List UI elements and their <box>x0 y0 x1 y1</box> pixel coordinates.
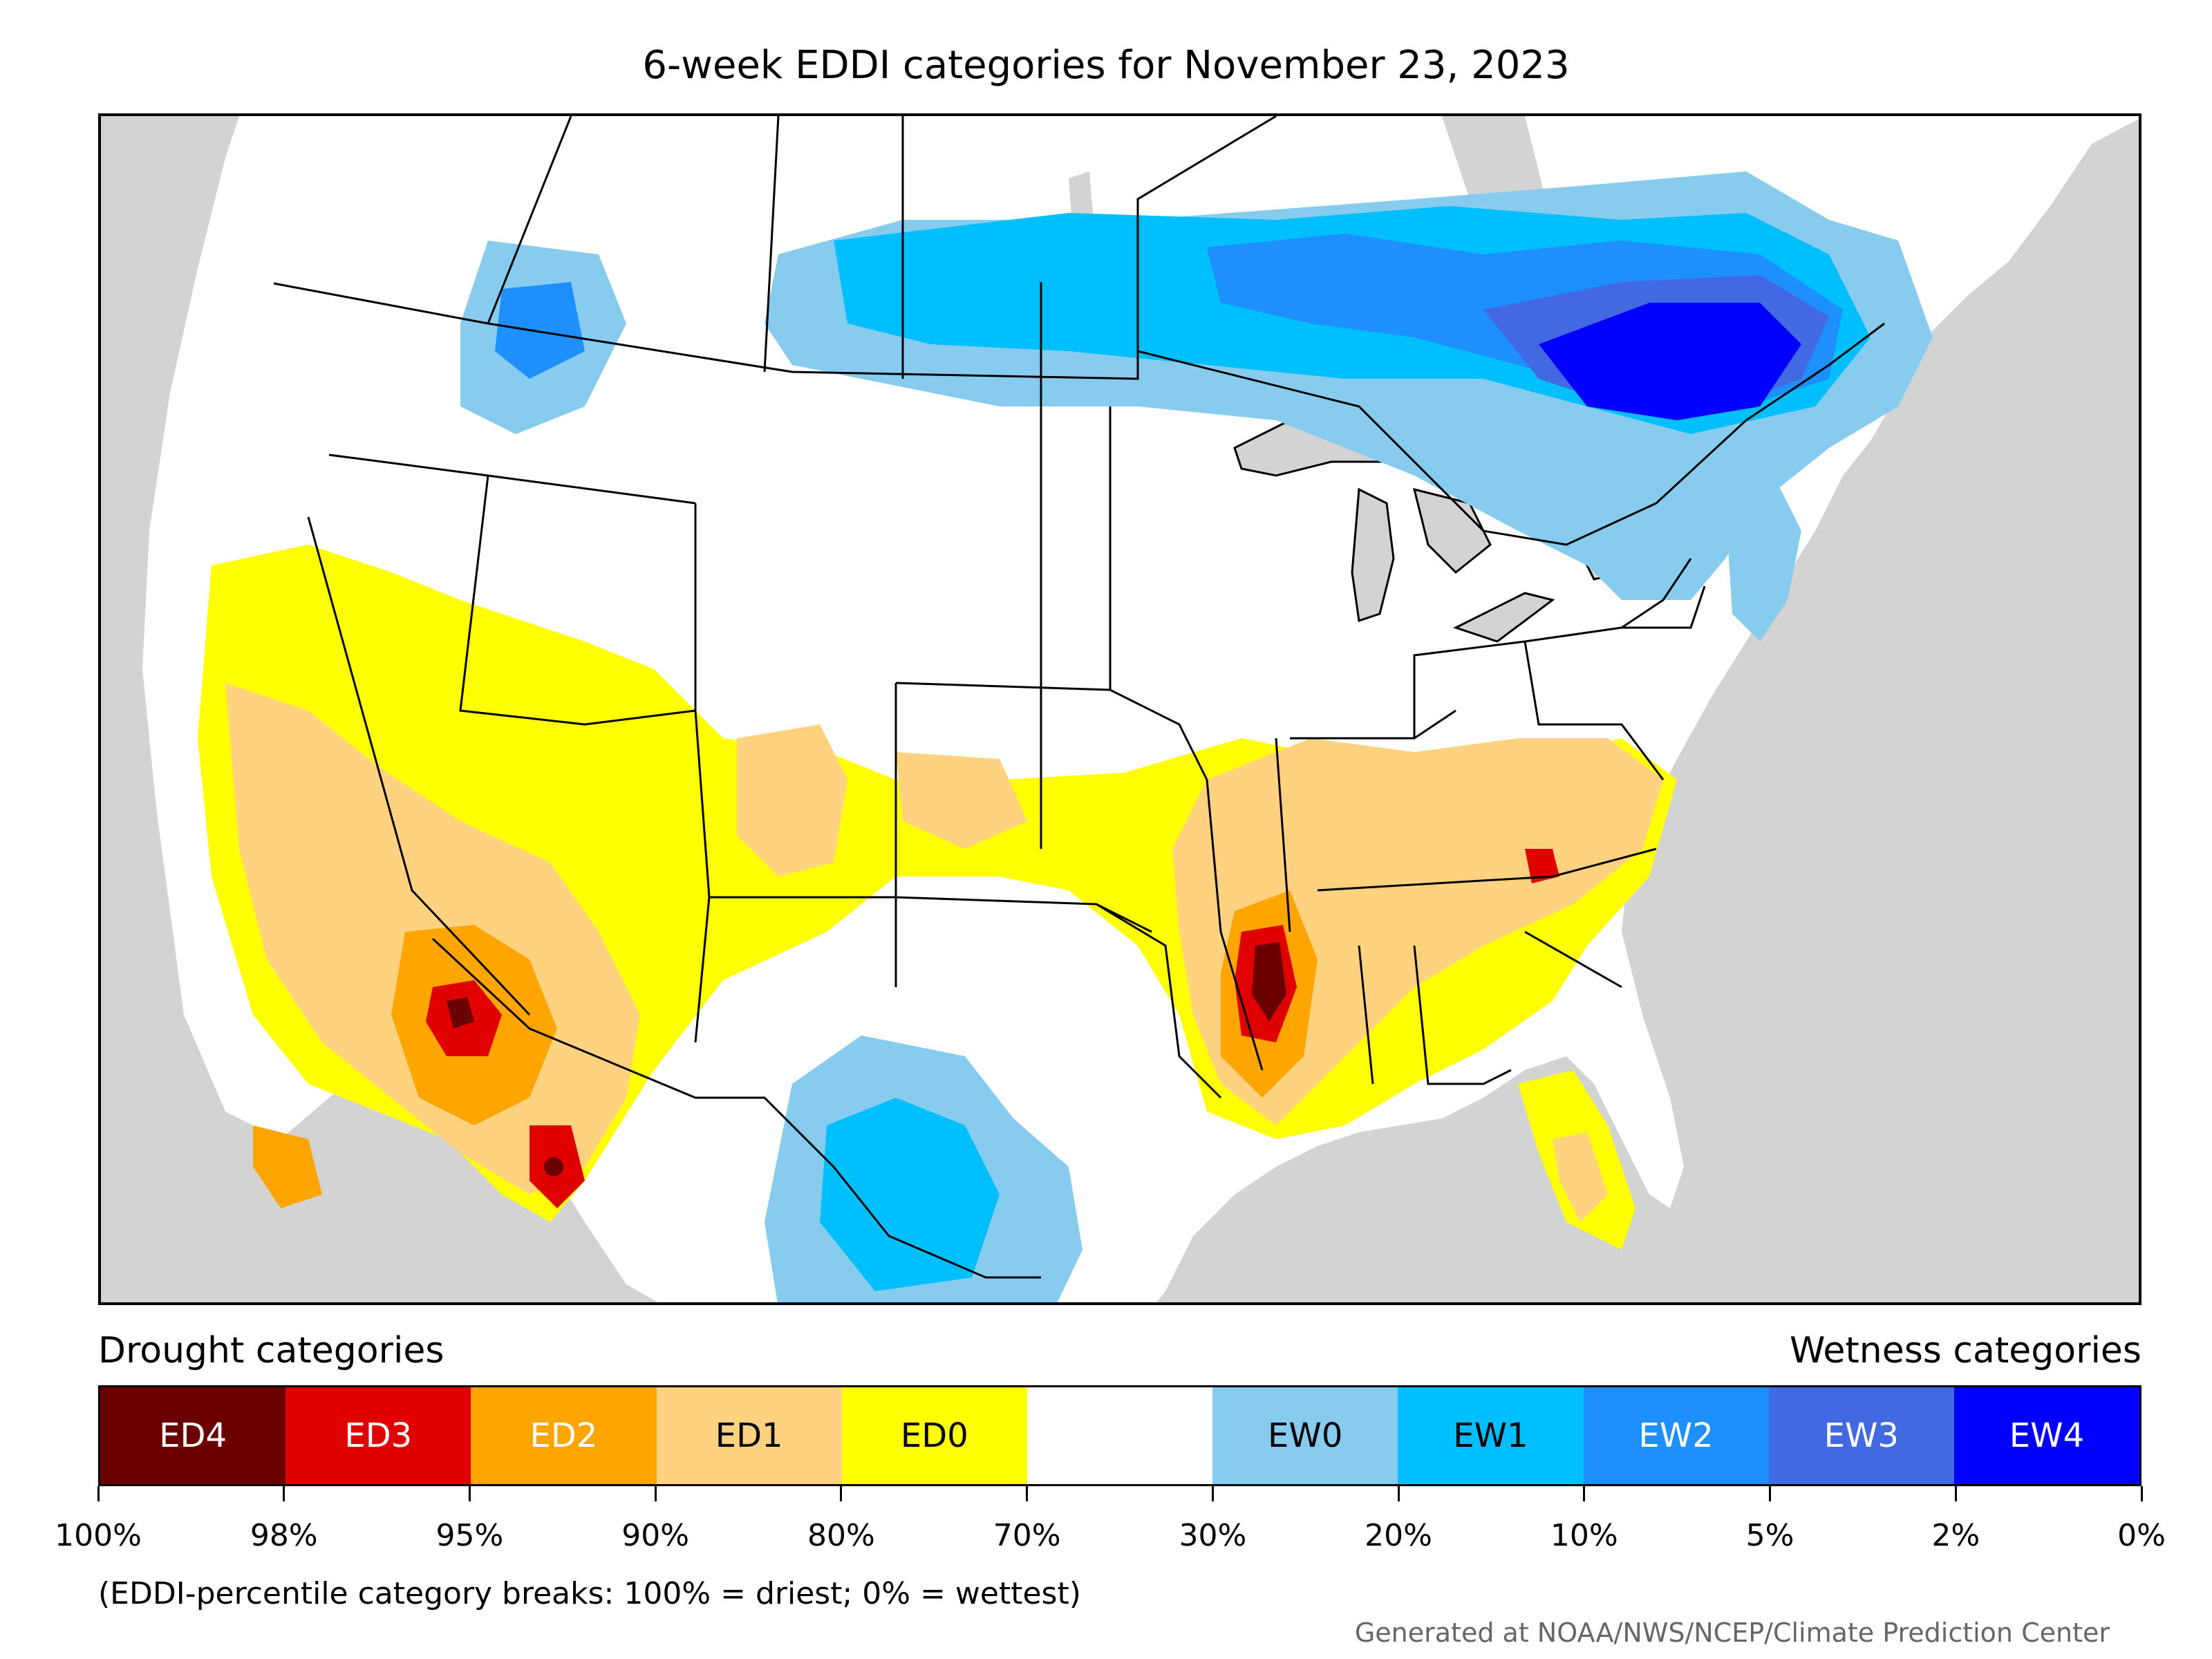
legend-tick <box>1583 1486 1586 1501</box>
wetness-categories-heading: Wetness categories <box>1790 1330 2141 1371</box>
credit-line: Generated at NOAA/NWS/NCEP/Climate Predi… <box>1354 1618 2110 1648</box>
legend-tick <box>468 1486 471 1501</box>
canada-provinces <box>487 116 1277 379</box>
legend-tick <box>2140 1486 2143 1501</box>
legend-swatch-ew0: EW0 <box>1212 1387 1398 1484</box>
legend-tick-label: 2% <box>1931 1518 1980 1553</box>
legend-swatch-ed4: ED4 <box>100 1387 286 1484</box>
legend-tick-label: 80% <box>807 1518 875 1553</box>
legend-swatch-ed1: ED1 <box>656 1387 842 1484</box>
eddi-map-canvas <box>101 116 2139 1302</box>
legend-swatch-ew2: EW2 <box>1583 1387 1769 1484</box>
ew4-quebec <box>1539 303 1801 420</box>
ew2-northwest <box>495 282 585 379</box>
legend-tick <box>1769 1486 1772 1501</box>
legend-tick <box>840 1486 843 1501</box>
legend-tick-label: 90% <box>621 1518 690 1553</box>
category-legend: ED4 ED3 ED2 ED1 ED0 EW0 EW1 EW2 EW3 EW4 <box>98 1385 2141 1486</box>
lake-michigan <box>1351 487 1395 622</box>
legend-tick-label: 10% <box>1550 1518 1618 1553</box>
legend-swatch-ed2: ED2 <box>471 1387 657 1484</box>
ed4-arizona <box>447 997 474 1029</box>
map-title: 6-week EDDI categories for November 23, … <box>642 43 1570 88</box>
us-canada-border <box>273 282 1885 546</box>
legend-swatch-ew4: EW4 <box>1953 1387 2140 1484</box>
ew0-new-england <box>1725 476 1801 641</box>
legend-tick <box>1397 1486 1400 1501</box>
legend-ticks <box>97 1486 2143 1507</box>
ed3-carolina <box>1525 849 1559 883</box>
ed4-mississippi <box>1252 942 1286 1022</box>
legend-tick <box>1211 1486 1214 1501</box>
us-mexico-border <box>431 937 1041 1279</box>
legend-tick-label: 100% <box>55 1518 142 1553</box>
ed2-baja <box>253 1125 322 1208</box>
drought-categories-heading: Drought categories <box>98 1330 444 1371</box>
ed1-colorado <box>737 724 847 877</box>
ed4-sonora <box>544 1157 563 1177</box>
legend-tick <box>283 1486 285 1501</box>
lake-erie <box>1453 592 1555 643</box>
state-lines-northeast <box>1413 558 1706 780</box>
legend-swatch-ew3: EW3 <box>1768 1387 1954 1484</box>
ed1-kansas <box>896 752 1027 849</box>
legend-tick <box>1954 1486 1957 1501</box>
political-boundaries <box>273 116 1885 1279</box>
legend-tick-label: 95% <box>435 1518 504 1553</box>
ed1-florida <box>1553 1132 1608 1222</box>
legend-swatch-ed0: ED0 <box>841 1387 1027 1484</box>
eddi-map <box>98 113 2141 1305</box>
legend-tick-label: 0% <box>2117 1518 2166 1553</box>
legend-tick <box>1026 1486 1029 1501</box>
legend-swatch-ew1: EW1 <box>1398 1387 1584 1484</box>
category-breaks-note: (EDDI-percentile category breaks: 100% =… <box>98 1576 1081 1611</box>
legend-tick <box>654 1486 657 1501</box>
lake-huron <box>1412 487 1492 574</box>
legend-tick-label: 70% <box>993 1518 1061 1553</box>
legend-tick-label: 20% <box>1365 1518 1432 1553</box>
legend-swatch-neutral <box>1027 1387 1213 1484</box>
legend-swatch-ed3: ED3 <box>285 1387 471 1484</box>
legend-tick-label: 98% <box>250 1518 318 1553</box>
legend-tick <box>97 1486 100 1501</box>
legend-tick-label: 5% <box>1745 1518 1794 1553</box>
ew1-texas <box>820 1098 1000 1291</box>
legend-tick-label: 30% <box>1179 1518 1247 1553</box>
state-lines-west <box>307 453 1208 1043</box>
